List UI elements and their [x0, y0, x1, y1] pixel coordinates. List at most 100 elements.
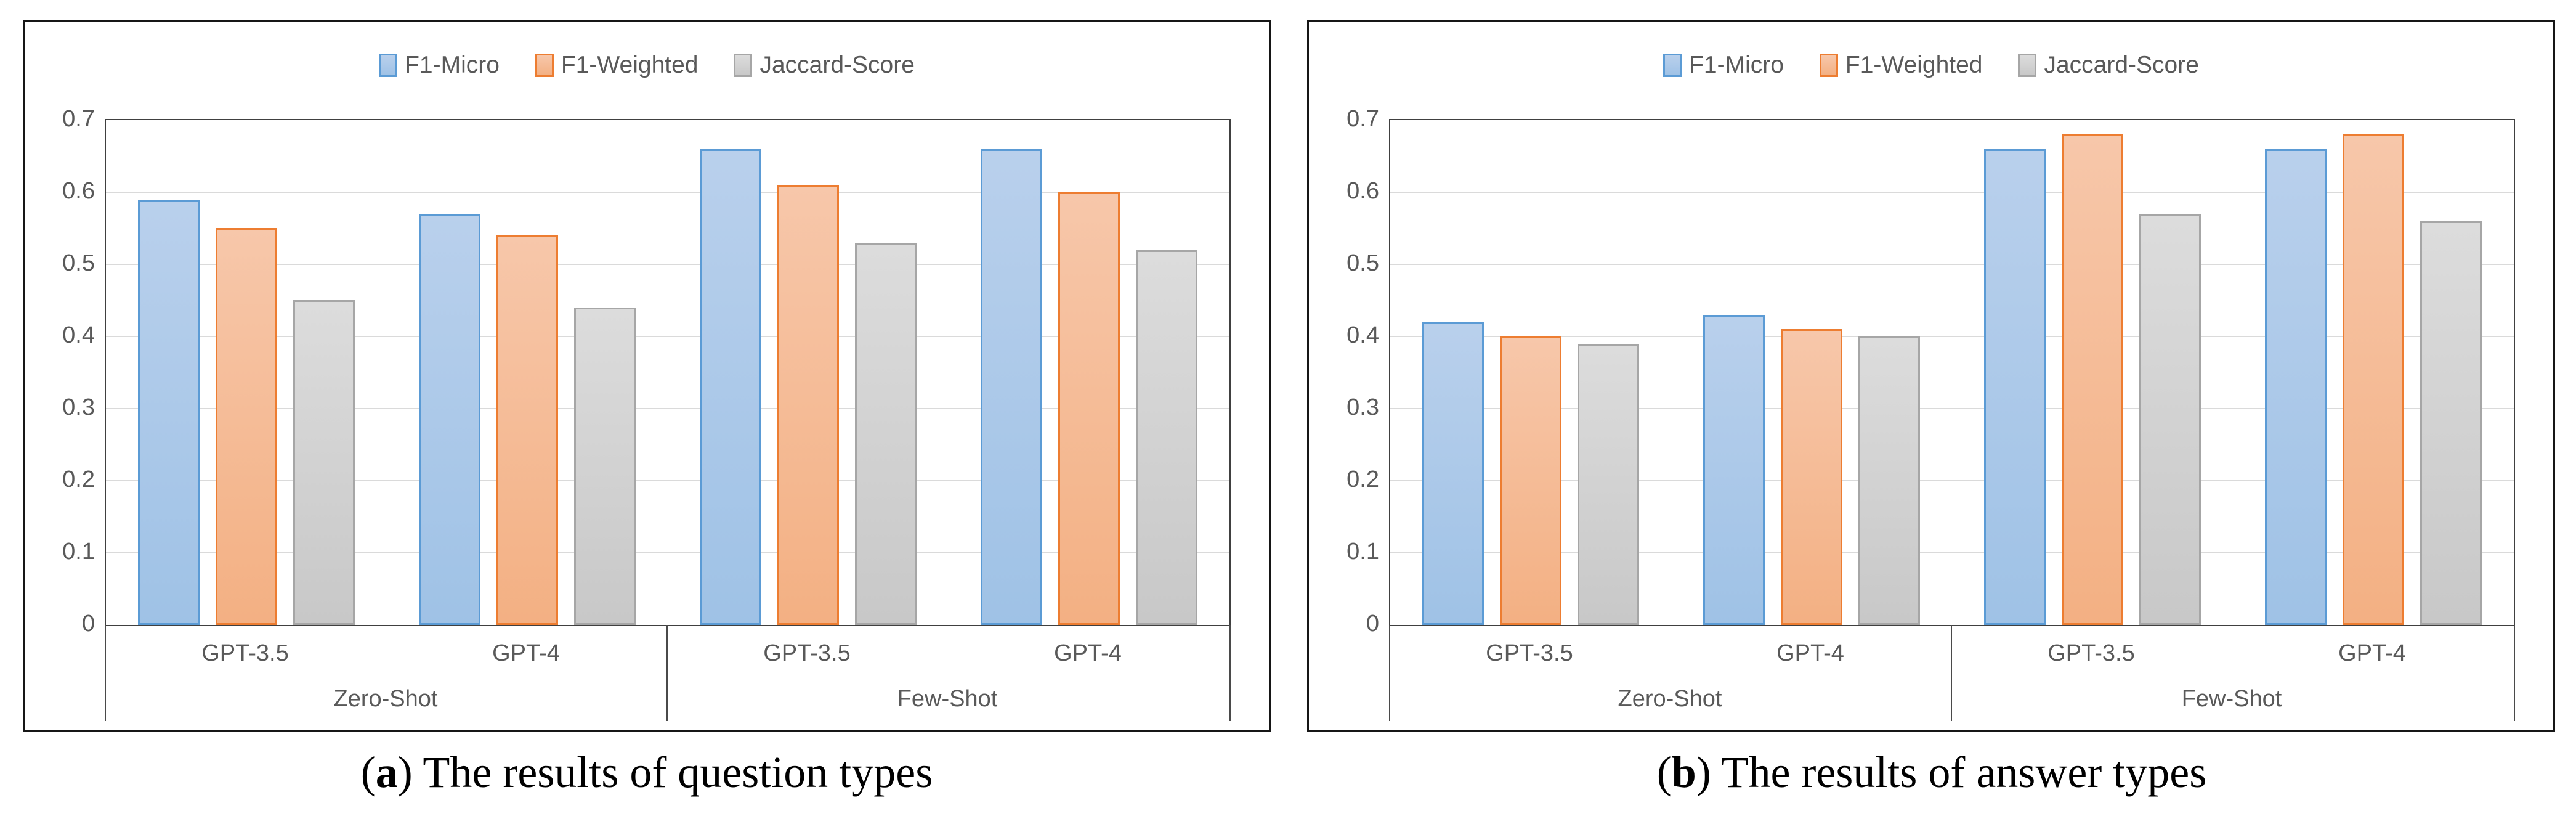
legend-swatch-f1-micro-icon — [379, 54, 398, 77]
category-separator — [1389, 625, 1390, 721]
legend-item-f1-weighted: F1-Weighted — [1819, 52, 1983, 79]
category-separator — [1229, 625, 1231, 721]
caption-paren-close: ) — [397, 748, 413, 797]
x-label-gpt-3-5: GPT-3.5 — [763, 640, 851, 666]
gridline — [106, 552, 1229, 553]
gridline — [106, 480, 1229, 481]
bar-f1-micro-gpt-3-5-few-shot — [700, 149, 761, 625]
bar-jaccard-score-gpt-4-zero-shot — [574, 308, 636, 625]
legend-a: F1-Micro F1-Weighted Jaccard-Score — [25, 52, 1269, 79]
gridline — [1390, 192, 2514, 193]
caption-text: The results of answer types — [1721, 748, 2207, 797]
legend-item-jaccard-score: Jaccard-Score — [2018, 52, 2199, 79]
legend-b: F1-Micro F1-Weighted Jaccard-Score — [1309, 52, 2553, 79]
gridline — [1390, 264, 2514, 265]
bar-f1-weighted-gpt-3-5-zero-shot — [1500, 336, 1561, 625]
legend-swatch-f1-weighted-icon — [535, 54, 554, 77]
legend-label: Jaccard-Score — [2044, 52, 2199, 78]
x-label-gpt-3-5: GPT-3.5 — [2047, 640, 2135, 666]
legend-label: F1-Weighted — [1845, 52, 1983, 78]
bar-f1-micro-gpt-4-zero-shot — [419, 214, 480, 625]
bar-jaccard-score-gpt-3-5-few-shot — [855, 243, 917, 625]
legend-label: F1-Weighted — [561, 52, 699, 78]
plot-area-a — [105, 119, 1231, 626]
y-tick-label: 0 — [81, 611, 95, 637]
bar-jaccard-score-gpt-4-few-shot — [1136, 250, 1197, 625]
bar-jaccard-score-gpt-4-few-shot — [2420, 221, 2482, 625]
chart-panel-b: F1-Micro F1-Weighted Jaccard-Score 0 0.1 0.2… — [1307, 20, 2555, 732]
y-tick-label: 0.6 — [1347, 178, 1379, 204]
y-tick-label: 0.2 — [1347, 467, 1379, 492]
x-label-gpt-4: GPT-4 — [2338, 640, 2406, 666]
x-label-gpt-3-5: GPT-3.5 — [1486, 640, 1573, 666]
caption-paren-close: ) — [1696, 748, 1711, 797]
category-separator — [2514, 625, 2515, 721]
gridline — [106, 336, 1229, 337]
y-tick-label: 0.4 — [62, 322, 95, 348]
gridline — [1390, 552, 2514, 553]
caption-text: The results of question types — [423, 748, 933, 797]
y-tick-label: 0.5 — [62, 250, 95, 276]
bar-jaccard-score-gpt-4-zero-shot — [1858, 336, 1920, 625]
bar-f1-micro-gpt-4-few-shot — [981, 149, 1042, 625]
legend-swatch-jaccard-score-icon — [734, 54, 753, 77]
gridline — [106, 408, 1229, 409]
chart-panel-a: F1-Micro F1-Weighted Jaccard-Score 0 0.1 0.2… — [23, 20, 1271, 732]
bar-jaccard-score-gpt-3-5-zero-shot — [1578, 344, 1639, 625]
gridline — [1390, 408, 2514, 409]
bar-jaccard-score-gpt-3-5-few-shot — [2139, 214, 2201, 625]
category-separator — [1951, 625, 1952, 721]
y-tick-label: 0.1 — [1347, 539, 1379, 565]
y-tick-label: 0.2 — [62, 467, 95, 492]
gridline — [106, 192, 1229, 193]
bar-f1-micro-gpt-4-few-shot — [2265, 149, 2327, 625]
y-tick-label: 0.3 — [62, 394, 95, 420]
y-tick-label: 0.5 — [1347, 250, 1379, 276]
y-tick-label: 0.4 — [1347, 322, 1379, 348]
caption-b: (b) The results of answer types — [1307, 738, 2556, 812]
bar-f1-micro-gpt-3-5-zero-shot — [1422, 322, 1484, 625]
x-label-gpt-3-5: GPT-3.5 — [201, 640, 289, 666]
gridline — [1390, 480, 2514, 481]
caption-paren-open: ( — [360, 748, 376, 797]
bar-f1-micro-gpt-3-5-zero-shot — [138, 200, 200, 625]
legend-item-jaccard-score: Jaccard-Score — [734, 52, 915, 79]
caption-paren-open: ( — [1656, 748, 1672, 797]
x-label-gpt-4: GPT-4 — [1776, 640, 1844, 666]
bar-f1-weighted-gpt-3-5-few-shot — [777, 185, 839, 625]
y-tick-label: 0.1 — [62, 539, 95, 565]
legend-label: Jaccard-Score — [759, 52, 915, 78]
legend-item-f1-micro: F1-Micro — [379, 52, 500, 79]
y-tick-label: 0.3 — [1347, 394, 1379, 420]
bar-f1-weighted-gpt-4-zero-shot — [496, 235, 558, 625]
category-separator — [105, 625, 106, 721]
bar-f1-weighted-gpt-3-5-zero-shot — [216, 228, 277, 625]
y-tick-label: 0.7 — [62, 106, 95, 132]
legend-item-f1-micro: F1-Micro — [1663, 52, 1784, 79]
legend-swatch-f1-weighted-icon — [1819, 54, 1838, 77]
bar-f1-weighted-gpt-4-few-shot — [2343, 134, 2404, 625]
legend-item-f1-weighted: F1-Weighted — [535, 52, 699, 79]
plot-area-b — [1389, 119, 2515, 626]
y-tick-label: 0.7 — [1347, 106, 1379, 132]
x-label-gpt-4: GPT-4 — [1054, 640, 1122, 666]
x-group-label-zero-shot: Zero-Shot — [1618, 686, 1722, 712]
y-tick-label: 0 — [1366, 611, 1379, 637]
gridline — [1390, 336, 2514, 337]
category-separator — [666, 625, 668, 721]
x-group-label-few-shot: Few-Shot — [897, 686, 998, 712]
bar-f1-micro-gpt-3-5-few-shot — [1984, 149, 2046, 625]
bar-f1-weighted-gpt-3-5-few-shot — [2062, 134, 2123, 625]
bar-f1-micro-gpt-4-zero-shot — [1703, 315, 1765, 625]
y-tick-label: 0.6 — [62, 178, 95, 204]
legend-swatch-jaccard-score-icon — [2018, 54, 2037, 77]
bar-jaccard-score-gpt-3-5-zero-shot — [293, 300, 355, 625]
x-label-gpt-4: GPT-4 — [492, 640, 560, 666]
caption-letter: b — [1671, 748, 1696, 797]
legend-swatch-f1-micro-icon — [1663, 54, 1682, 77]
bar-f1-weighted-gpt-4-few-shot — [1058, 192, 1120, 625]
gridline — [106, 264, 1229, 265]
legend-label: F1-Micro — [1689, 52, 1784, 78]
bar-f1-weighted-gpt-4-zero-shot — [1781, 329, 1842, 625]
caption-a: (a) The results of question types — [23, 738, 1271, 812]
